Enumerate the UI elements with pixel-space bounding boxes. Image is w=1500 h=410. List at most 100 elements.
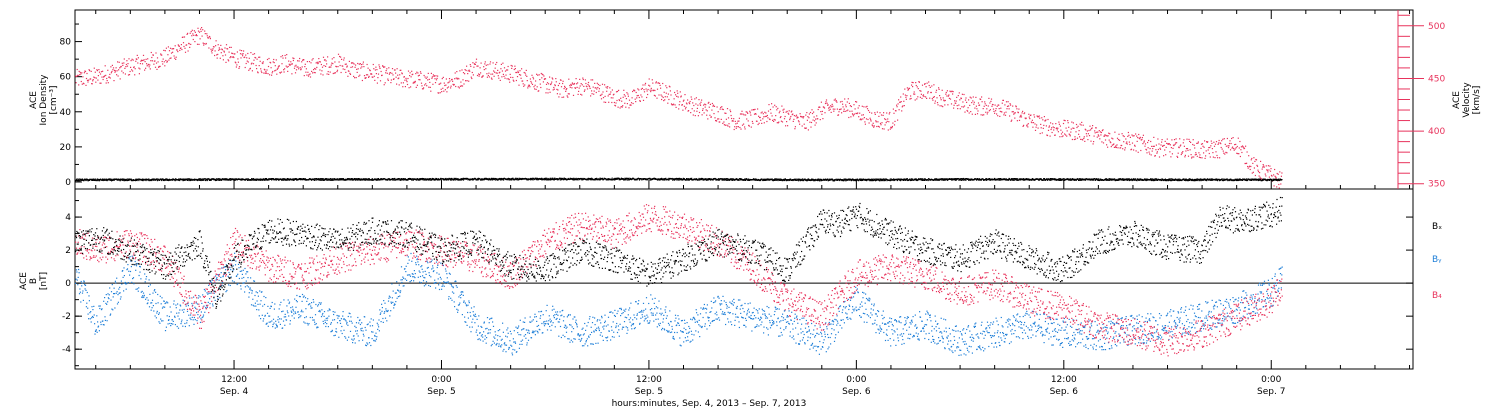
density-series-point bbox=[229, 179, 232, 181]
density-series-point bbox=[535, 177, 537, 179]
velocity-series-point bbox=[80, 73, 82, 75]
velocity-series-point bbox=[1084, 140, 1086, 142]
velocity-series-point bbox=[1027, 123, 1029, 125]
velocity-series-point bbox=[885, 118, 887, 121]
velocity-series-point bbox=[550, 83, 552, 86]
density-series-point bbox=[444, 178, 447, 180]
velocity-series-point bbox=[1073, 127, 1075, 129]
velocity-series-point bbox=[316, 61, 318, 63]
velocity-series-point bbox=[785, 111, 787, 113]
velocity-series-point bbox=[251, 70, 253, 72]
velocity-series-point bbox=[430, 72, 432, 74]
density-series-point bbox=[818, 178, 820, 180]
velocity-series-point bbox=[218, 47, 220, 49]
velocity-series-point bbox=[376, 82, 378, 84]
velocity-series-point bbox=[526, 80, 528, 82]
velocity-series-point bbox=[350, 66, 352, 68]
velocity-series-point bbox=[469, 70, 471, 72]
density-series-point bbox=[660, 178, 662, 180]
velocity-series-point bbox=[334, 72, 336, 74]
velocity-series-point bbox=[864, 121, 866, 123]
velocity-series-point bbox=[1209, 156, 1211, 158]
velocity-series-point bbox=[1177, 152, 1179, 154]
density-series-point bbox=[710, 178, 712, 180]
velocity-series-point bbox=[865, 118, 868, 120]
velocity-series-point bbox=[713, 113, 715, 115]
velocity-series-point bbox=[1243, 147, 1246, 149]
density-series-point bbox=[356, 179, 358, 181]
velocity-series-point bbox=[968, 99, 970, 101]
velocity-series-point bbox=[302, 59, 304, 61]
density-series-point bbox=[374, 178, 376, 180]
velocity-series-point bbox=[971, 102, 973, 104]
density-series-point bbox=[731, 179, 734, 181]
velocity-series-point bbox=[855, 101, 857, 103]
velocity-series-point bbox=[310, 62, 312, 64]
velocity-series-point bbox=[1144, 143, 1147, 145]
velocity-series-point bbox=[773, 118, 775, 121]
velocity-series-point bbox=[650, 91, 652, 93]
density-series-point bbox=[515, 177, 517, 179]
velocity-series-point bbox=[733, 118, 735, 120]
velocity-series-point bbox=[716, 120, 718, 122]
velocity-series-point bbox=[843, 108, 845, 110]
velocity-series-point bbox=[546, 82, 549, 84]
density-series-point bbox=[450, 179, 452, 181]
velocity-series-point bbox=[823, 107, 826, 109]
density-series-point bbox=[700, 177, 702, 180]
velocity-series-point bbox=[206, 35, 208, 37]
velocity-series-point bbox=[141, 59, 143, 62]
velocity-series-point bbox=[832, 105, 834, 107]
velocity-series-point bbox=[230, 56, 232, 58]
density-series-point bbox=[613, 178, 615, 180]
velocity-series-point bbox=[378, 66, 381, 68]
velocity-series-point bbox=[590, 79, 592, 81]
velocity-series-point bbox=[385, 70, 387, 72]
density-series-point bbox=[641, 179, 643, 181]
velocity-series-point bbox=[225, 61, 227, 63]
density-series-point bbox=[923, 179, 925, 181]
velocity-series-point bbox=[145, 67, 147, 69]
velocity-series-point bbox=[1147, 141, 1149, 144]
velocity-series-point bbox=[1196, 142, 1198, 144]
density-series-point bbox=[81, 178, 83, 180]
velocity-series-point bbox=[970, 111, 972, 113]
density-series-point bbox=[489, 178, 491, 180]
velocity-series-point bbox=[550, 83, 552, 85]
velocity-series-point bbox=[931, 85, 933, 87]
velocity-series-point bbox=[1207, 141, 1209, 143]
velocity-series-point bbox=[1141, 138, 1143, 141]
density-series-point bbox=[313, 178, 315, 180]
velocity-series-point bbox=[280, 71, 283, 73]
density-series-point bbox=[557, 179, 559, 181]
velocity-series-point bbox=[452, 80, 454, 82]
velocity-series-point bbox=[593, 93, 595, 95]
velocity-series-point bbox=[293, 57, 295, 60]
velocity-series-point bbox=[970, 97, 972, 99]
velocity-series-point bbox=[836, 101, 838, 103]
velocity-series-point bbox=[231, 56, 233, 58]
density-series-point bbox=[601, 177, 604, 179]
density-series-point bbox=[719, 179, 721, 181]
density-series-point bbox=[394, 177, 396, 180]
velocity-series-point bbox=[426, 85, 428, 87]
velocity-series-point bbox=[1131, 142, 1134, 144]
velocity-series-point bbox=[676, 95, 678, 97]
density-series-point bbox=[148, 180, 150, 182]
velocity-series-point bbox=[548, 88, 550, 91]
density-series-point bbox=[754, 178, 756, 180]
velocity-series-point bbox=[410, 76, 412, 78]
density-series-point bbox=[594, 179, 596, 181]
velocity-series-point bbox=[1108, 139, 1110, 141]
density-series-point bbox=[281, 179, 283, 181]
velocity-series-point bbox=[1217, 157, 1219, 159]
velocity-series-point bbox=[833, 99, 835, 101]
velocity-series-point bbox=[195, 34, 197, 37]
velocity-series-point bbox=[128, 74, 131, 76]
density-series-point bbox=[486, 178, 488, 180]
velocity-series-point bbox=[727, 117, 730, 119]
velocity-series-point bbox=[200, 28, 202, 30]
velocity-series-point bbox=[496, 61, 498, 64]
velocity-series-point bbox=[846, 110, 848, 112]
density-series-point bbox=[761, 178, 763, 180]
